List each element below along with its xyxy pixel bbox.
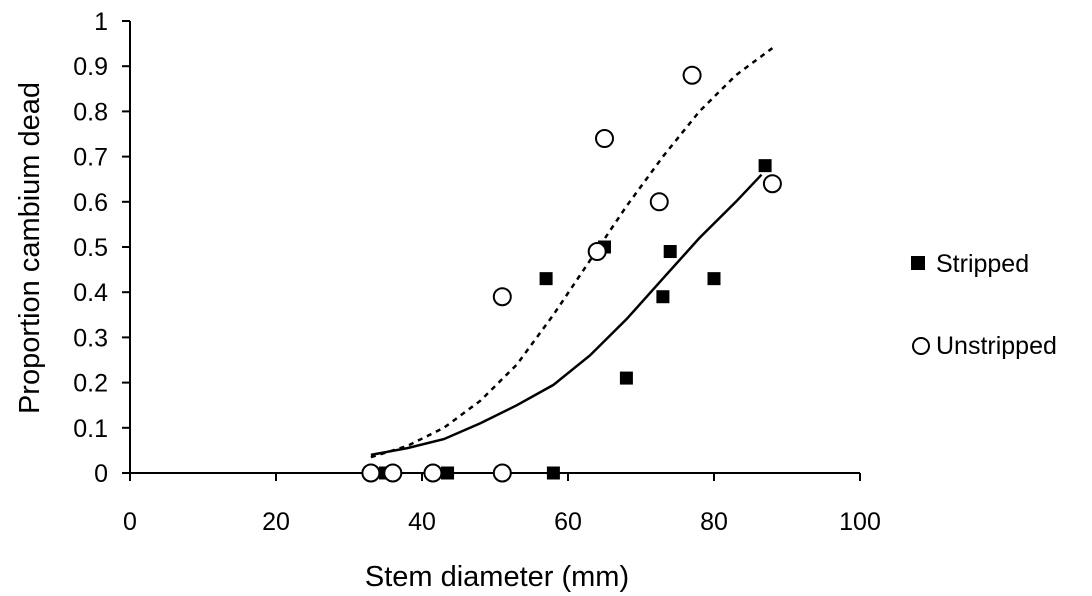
- unstripped-point: [595, 129, 614, 149]
- y-tick-label: 0.5: [73, 234, 108, 262]
- unstripped-point: [361, 463, 381, 483]
- axes: [122, 20, 861, 481]
- y-tick-label: 0.8: [73, 98, 108, 126]
- x-tick-label: 80: [700, 508, 728, 536]
- x-tick-label: 20: [262, 508, 290, 536]
- y-tick-label: 0.4: [73, 279, 108, 307]
- unstripped-point: [492, 463, 512, 483]
- y-tick-label: 1: [94, 8, 108, 36]
- unstripped-point: [423, 463, 443, 483]
- stripped-point: [663, 245, 677, 259]
- y-tick-label: 0.3: [73, 324, 108, 352]
- y-tick-label: 0.1: [73, 415, 108, 443]
- unstripped-point: [649, 192, 669, 212]
- stripped-point: [707, 272, 721, 286]
- tick-labels: 0 0.1 0.2 0.3 0.4 0.5 0.6 0.7 0.8 0.9 1 0 20 40 60 80 10…: [73, 8, 881, 536]
- legend-unstripped-label: Unstripped: [936, 332, 1057, 360]
- stripped-point: [758, 159, 772, 173]
- x-tick-label: 100: [839, 508, 881, 536]
- legend-stripped-label: Stripped: [936, 250, 1029, 278]
- stripped-point: [546, 466, 560, 480]
- legend-unstripped-marker: [912, 337, 930, 355]
- fit-lines: [370, 47, 774, 459]
- x-tick-label: 40: [408, 508, 436, 536]
- y-tick-label: 0.7: [73, 144, 108, 172]
- unstripped-point: [762, 174, 782, 194]
- unstripped-point: [492, 287, 512, 307]
- stripped-point: [619, 371, 633, 385]
- y-tick-label: 0.6: [73, 189, 108, 217]
- stripped-point: [656, 290, 670, 304]
- unstripped-point: [383, 463, 403, 483]
- unstripped-point: [682, 65, 702, 85]
- y-axis-title: Proportion cambium dead: [14, 82, 46, 414]
- y-tick-label: 0.9: [73, 53, 108, 81]
- data-markers: [361, 65, 782, 483]
- x-tick-label: 60: [554, 508, 582, 536]
- legend-stripped-marker: [911, 256, 925, 270]
- stripped-fit-line: [370, 173, 763, 457]
- y-tick-label: 0.2: [73, 370, 108, 398]
- x-tick-label: 0: [123, 508, 137, 536]
- stripped-point: [441, 466, 455, 480]
- x-axis-title: Stem diameter (mm): [365, 561, 629, 593]
- stripped-point: [539, 272, 553, 286]
- unstripped-point: [587, 242, 607, 262]
- unstripped-fit-line: [370, 47, 774, 459]
- y-tick-label: 0: [94, 460, 108, 488]
- legend: Stripped Unstripped: [911, 250, 1057, 360]
